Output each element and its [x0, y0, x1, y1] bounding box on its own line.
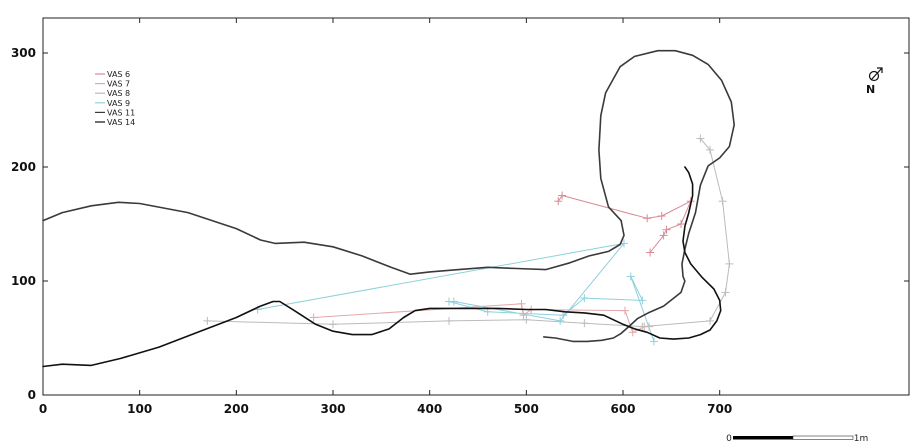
y-tick-label: 300 — [11, 46, 36, 60]
scale-bar-start-label: 0 — [726, 434, 732, 444]
scale-bar: 0 1m — [726, 434, 868, 444]
data-point-marker — [203, 316, 212, 325]
data-point-marker — [638, 322, 647, 331]
data-point-marker — [721, 288, 730, 297]
data-point-marker — [706, 145, 715, 154]
series-line-5 — [42, 166, 722, 368]
data-point-marker — [558, 191, 567, 200]
data-point-marker — [580, 319, 589, 328]
legend-label: VAS 6 — [107, 70, 130, 79]
series-line-4 — [42, 49, 736, 343]
data-point-marker — [659, 231, 668, 240]
data-point-marker — [620, 306, 629, 315]
x-tick-label: 500 — [514, 402, 539, 416]
data-point-marker — [559, 311, 568, 320]
data-point-marker — [643, 214, 652, 223]
data-point-marker — [626, 272, 635, 281]
legend-label: VAS 8 — [107, 89, 130, 98]
data-point-marker — [519, 311, 528, 320]
data-point-marker — [517, 299, 526, 308]
legend-label: VAS 9 — [107, 99, 130, 108]
data-point-marker — [706, 316, 715, 325]
y-tick-label: 200 — [11, 160, 36, 174]
data-point-marker — [718, 197, 727, 206]
x-tick-label: 300 — [320, 402, 345, 416]
data-point-marker — [649, 337, 658, 346]
scale-bar-black-segment — [733, 436, 793, 440]
data-point-marker — [696, 134, 705, 143]
data-point-marker — [522, 315, 531, 324]
north-arrow-shaft-icon — [870, 67, 883, 81]
legend-label: VAS 11 — [107, 108, 135, 117]
x-tick-label: 100 — [127, 402, 152, 416]
series-line-2 — [206, 138, 730, 328]
north-arrow-head-icon — [877, 67, 883, 73]
data-point-marker — [580, 294, 589, 303]
data-point-marker — [657, 212, 666, 221]
data-point-marker — [677, 220, 686, 228]
data-point-marker — [445, 316, 454, 325]
data-point-marker — [638, 296, 647, 305]
y-tick-label: 100 — [11, 274, 36, 288]
x-tick-label: 400 — [417, 402, 442, 416]
data-point-marker — [628, 328, 637, 337]
x-tick-label: 200 — [224, 402, 249, 416]
north-compass-icon — [868, 70, 880, 82]
scale-bar-end-label: 1m — [854, 434, 869, 444]
data-point-marker — [556, 316, 565, 325]
north-arrow: N — [866, 67, 883, 96]
data-point-marker — [646, 248, 655, 257]
y-tick-label: 0 — [28, 388, 36, 402]
plot-frame — [42, 17, 910, 396]
series-layer — [42, 49, 736, 368]
data-point-marker — [554, 197, 563, 206]
data-point-marker — [309, 313, 318, 322]
axis-ticks: 0 100 200 300 400 500 600 700 0 100 200 300 — [11, 18, 909, 416]
data-point-marker — [445, 297, 454, 306]
x-tick-label: 700 — [707, 402, 732, 416]
north-label: N — [866, 83, 875, 96]
series-line-0 — [557, 195, 692, 253]
data-point-marker — [662, 225, 671, 234]
legend-label: VAS 14 — [107, 118, 135, 127]
data-point-marker — [725, 259, 734, 268]
legend-label: VAS 7 — [107, 80, 130, 89]
scale-bar-white-segment — [792, 435, 854, 440]
series-line-3 — [257, 242, 655, 342]
x-tick-label: 0 — [39, 402, 47, 416]
x-tick-label: 600 — [610, 402, 635, 416]
data-point-marker — [329, 320, 338, 329]
